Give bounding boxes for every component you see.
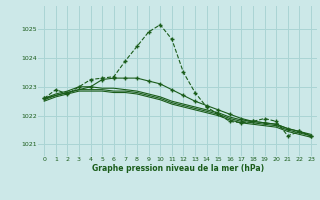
- X-axis label: Graphe pression niveau de la mer (hPa): Graphe pression niveau de la mer (hPa): [92, 164, 264, 173]
